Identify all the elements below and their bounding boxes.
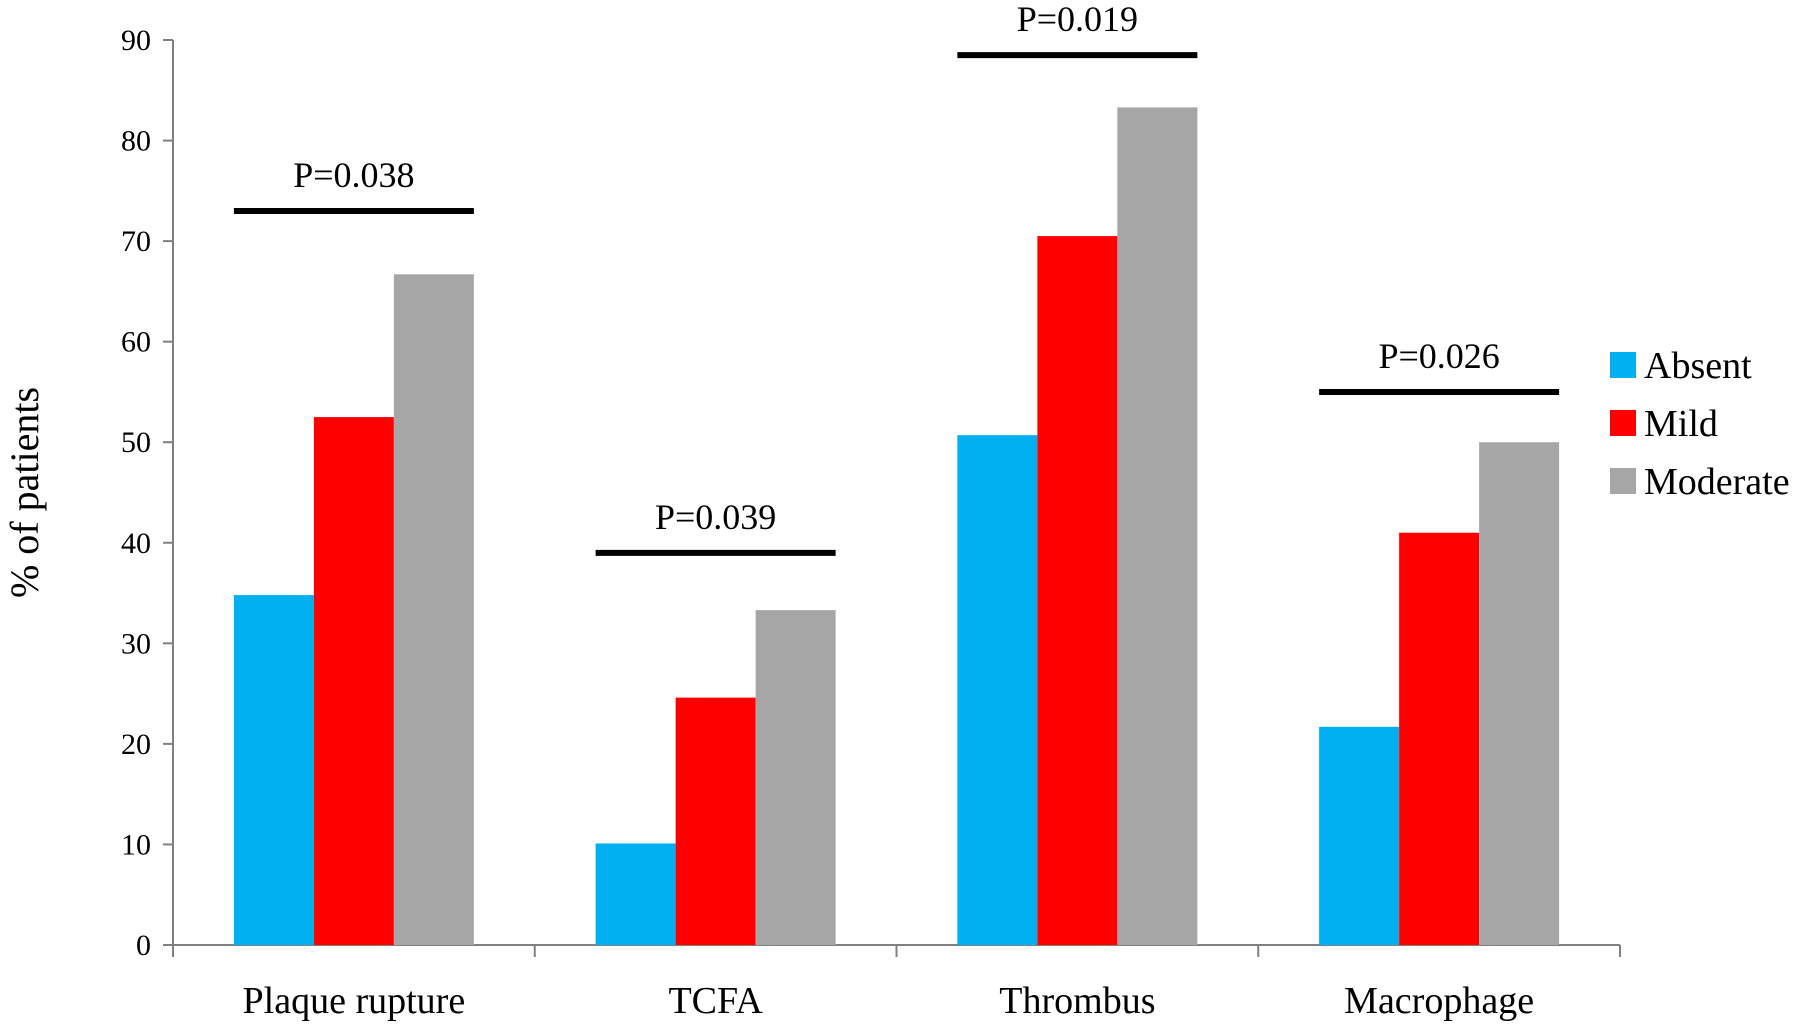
x-tick-label: Plaque rupture <box>243 980 466 1022</box>
y-axis-label: % of patients <box>2 387 47 598</box>
bar-mild <box>1037 236 1118 946</box>
bar-moderate <box>393 274 474 945</box>
y-tick-label: 20 <box>121 728 151 761</box>
legend-swatch <box>1610 468 1636 494</box>
y-tick-label: 70 <box>121 225 151 258</box>
bar-absent <box>233 595 314 945</box>
x-tick-label: Macrophage <box>1344 980 1534 1022</box>
y-tick-label: 60 <box>121 326 151 359</box>
bar-mild <box>1399 532 1480 945</box>
legend-label: Mild <box>1644 403 1718 445</box>
legend-label: Moderate <box>1644 461 1790 503</box>
bar-moderate <box>1117 107 1198 946</box>
x-tick-label: Thrombus <box>999 980 1155 1022</box>
bar-moderate <box>1479 442 1560 945</box>
y-tick-label: 10 <box>121 828 151 861</box>
y-axis: 0 10 20 30 40 50 60 70 80 90 <box>121 24 174 962</box>
y-tick-label: 40 <box>121 527 151 560</box>
legend-label: Absent <box>1644 345 1752 387</box>
y-tick-label: 50 <box>121 426 151 459</box>
legend-swatch <box>1610 352 1636 378</box>
y-tick-label: 90 <box>121 24 151 57</box>
bar-moderate <box>755 610 836 945</box>
p-value-annotations: P=0.038 P=0.039 P=0.019 P=0.026 <box>233 0 1560 556</box>
p-value-label: P=0.039 <box>655 497 776 537</box>
bars <box>233 107 1560 946</box>
legend-swatch <box>1610 410 1636 436</box>
x-tick-label: TCFA <box>668 980 763 1022</box>
bar-mild <box>313 417 394 945</box>
p-value-label: P=0.038 <box>293 155 414 195</box>
y-tick-label: 80 <box>121 125 151 158</box>
p-value-label: P=0.026 <box>1378 336 1499 376</box>
bar-absent <box>595 843 676 945</box>
y-tick-label: 0 <box>136 929 151 962</box>
y-tick-label: 30 <box>121 627 151 660</box>
legend: Absent Mild Moderate <box>1610 345 1790 503</box>
bar-mild <box>675 697 756 945</box>
p-value-label: P=0.019 <box>1017 0 1138 39</box>
x-axis: Plaque rupture TCFA Thrombus Macrophage <box>172 944 1621 1022</box>
bar-absent <box>1319 726 1400 945</box>
bar-absent <box>957 435 1038 945</box>
